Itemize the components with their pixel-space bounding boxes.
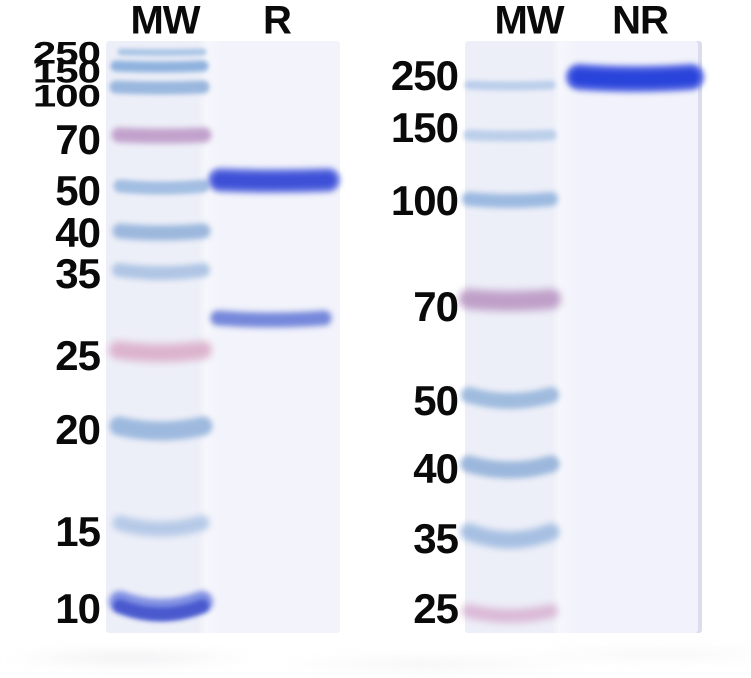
band-gel-reduced-MW-100 bbox=[109, 80, 210, 95]
band-gel-reduced-MW-35 bbox=[112, 263, 210, 280]
band-gel-reduced-MW-20 bbox=[109, 416, 213, 441]
band-gel-nonreduced-MW-40 bbox=[460, 455, 560, 479]
marker-label-35-gel-reduced: 35 bbox=[55, 250, 101, 297]
marker-label-10-gel-reduced: 10 bbox=[55, 585, 101, 632]
lane-header-r-0: R bbox=[263, 0, 292, 43]
lane-header-nr-1: NR bbox=[612, 0, 669, 43]
marker-label-35-gel-nonreduced: 35 bbox=[413, 515, 459, 562]
marker-label-25-gel-nonreduced: 25 bbox=[413, 585, 459, 632]
marker-label-150-gel-nonreduced: 150 bbox=[390, 104, 459, 151]
band-gel-reduced-MW-70 bbox=[111, 127, 212, 144]
marker-label-150-gel-reduced: 150 bbox=[32, 54, 101, 90]
marker-label-40-gel-reduced: 40 bbox=[55, 209, 101, 256]
gel-reduced bbox=[106, 41, 340, 633]
gel-nonreduced bbox=[459, 41, 704, 633]
band-gel-nonreduced-MW-25 bbox=[462, 604, 558, 623]
band-gel-nonreduced-MW-70 bbox=[459, 289, 561, 311]
band-gel-reduced-MW-40 bbox=[112, 223, 211, 241]
marker-label-50-gel-reduced: 50 bbox=[55, 167, 101, 214]
marker-label-20-gel-reduced: 20 bbox=[55, 406, 101, 453]
band-gel-reduced-R-light-chain-27 bbox=[214, 314, 328, 324]
marker-label-70-gel-reduced: 70 bbox=[55, 116, 101, 163]
band-gel-nonreduced-MW-35 bbox=[460, 523, 560, 549]
band-gel-reduced-MW-50 bbox=[113, 179, 210, 195]
marker-label-100-gel-nonreduced: 100 bbox=[390, 177, 459, 224]
lane-header-mw-1: MW bbox=[494, 0, 564, 43]
band-gel-reduced-R-heavy-chain-50 bbox=[213, 173, 335, 188]
band-gel-nonreduced-MW-250 bbox=[464, 80, 556, 91]
marker-label-15-gel-reduced: 15 bbox=[55, 508, 101, 555]
marker-label-25-gel-reduced: 25 bbox=[55, 332, 101, 379]
marker-label-70-gel-nonreduced: 70 bbox=[413, 283, 459, 330]
band-gel-reduced-MW-150 bbox=[110, 60, 209, 73]
band-gel-nonreduced-NR-intact-antibody bbox=[572, 70, 698, 86]
marker-label-50-gel-nonreduced: 50 bbox=[413, 377, 459, 424]
band-gel-nonreduced-MW-50 bbox=[461, 387, 559, 409]
band-gel-reduced-MW-25 bbox=[109, 341, 212, 362]
band-gel-nonreduced-MW-150 bbox=[463, 129, 557, 142]
band-gel-reduced-MW-15 bbox=[112, 515, 210, 537]
lane-header-mw-0: MW bbox=[130, 0, 200, 43]
marker-label-100-gel-reduced: 100 bbox=[32, 78, 101, 114]
marker-label-250-gel-nonreduced: 250 bbox=[390, 52, 459, 99]
band-gel-nonreduced-MW-100 bbox=[462, 192, 558, 208]
marker-label-40-gel-nonreduced: 40 bbox=[413, 445, 459, 492]
paper-shadow bbox=[0, 636, 751, 678]
gel-nonreduced-bands bbox=[459, 64, 704, 623]
marker-label-250-gel-reduced: 250 bbox=[32, 35, 101, 71]
gel-reduced-bands bbox=[109, 48, 340, 621]
band-gel-reduced-MW-250 bbox=[117, 48, 207, 56]
band-gel-reduced-MW-10 bbox=[113, 599, 209, 621]
